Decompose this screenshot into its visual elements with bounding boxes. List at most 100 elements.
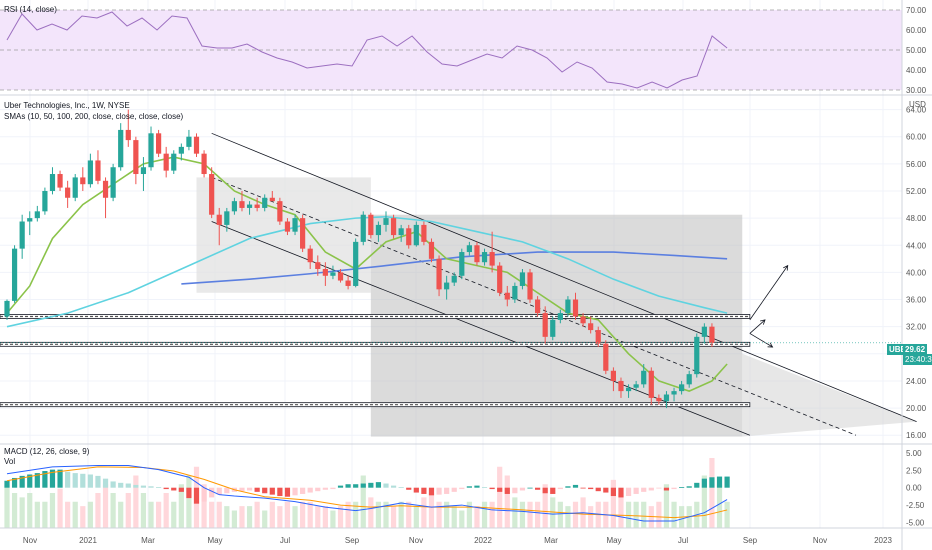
macd-histogram-bar <box>625 487 632 497</box>
volume-bar <box>34 501 40 528</box>
price-tick-label: 60.00 <box>906 133 927 142</box>
candle-body <box>231 201 237 212</box>
volume-bar <box>57 488 63 528</box>
x-tick-label: Sep <box>743 536 758 545</box>
volume-bar <box>375 501 382 528</box>
price-pane <box>0 109 917 437</box>
macd-histogram-bar <box>246 487 253 491</box>
rsi-title: RSI (14, close) <box>4 5 57 14</box>
volume-bar <box>716 484 723 528</box>
x-tick-label: Nov <box>23 536 37 545</box>
candle-body <box>474 245 480 263</box>
volume-bar <box>390 506 397 528</box>
candle-body <box>239 201 245 208</box>
level-band <box>0 314 751 319</box>
volume-bar <box>171 501 177 528</box>
macd-histogram-bar <box>239 487 245 492</box>
macd-histogram-bar <box>292 487 298 496</box>
macd-histogram-bar <box>330 487 336 490</box>
volume-bar <box>95 493 101 528</box>
x-tick-label: Mar <box>544 536 558 545</box>
macd-histogram-bar <box>118 482 124 488</box>
macd-histogram-bar <box>345 484 351 488</box>
candle-body <box>95 160 101 181</box>
volume-bar <box>322 506 328 528</box>
ticker-badge: UBER <box>887 344 914 355</box>
macd-histogram-bar <box>413 487 419 493</box>
macd-histogram-bar <box>565 486 571 488</box>
volume-bar <box>557 501 563 528</box>
macd-histogram-bar <box>610 487 616 497</box>
macd-histogram-bar <box>474 485 480 488</box>
volume-bar <box>163 493 169 528</box>
macd-histogram-bar <box>701 478 707 488</box>
macd-histogram-bar <box>481 487 488 488</box>
candle-body <box>11 248 18 301</box>
macd-histogram-bar <box>368 482 374 488</box>
candle-body <box>193 136 200 154</box>
x-tick-label: Mar <box>141 536 155 545</box>
volume-bar <box>315 506 321 528</box>
candle-body <box>34 211 40 219</box>
candle-body <box>535 299 541 314</box>
projection-arrow <box>749 333 773 348</box>
macd-histogram-bar <box>315 487 321 492</box>
volume-bar <box>466 501 472 528</box>
x-tick-label: May <box>207 536 222 545</box>
x-tick-label: 2023 <box>874 536 892 545</box>
volume-bar <box>406 501 412 528</box>
candle-body <box>337 272 344 281</box>
candle-body <box>580 316 586 324</box>
candle-body <box>360 214 366 242</box>
macd-histogram-bar <box>716 476 723 488</box>
candle-body <box>330 272 336 276</box>
candle-body <box>118 129 124 168</box>
price-tick-label: 64.00 <box>906 106 927 115</box>
candle-body <box>353 241 359 286</box>
x-tick-label: Nov <box>409 536 423 545</box>
macd-histogram-bar <box>686 486 692 488</box>
macd-histogram-bar <box>337 485 344 488</box>
volume-bar <box>254 501 260 528</box>
macd-histogram-bar <box>193 487 200 504</box>
volume-bar <box>4 484 10 528</box>
macd-histogram-bar <box>140 485 147 488</box>
candle-body <box>701 326 707 337</box>
candle-body <box>148 133 154 168</box>
rsi-pane <box>0 9 902 91</box>
candle-body <box>368 214 374 236</box>
volume-bar <box>588 506 594 528</box>
volume-bar <box>550 497 556 528</box>
candle-body <box>269 197 275 202</box>
candle-body <box>504 292 510 300</box>
macd-histogram-bar <box>709 477 715 488</box>
macd-histogram-bar <box>383 483 389 488</box>
candle-body <box>19 221 25 249</box>
volume-bar <box>118 501 124 528</box>
macd-histogram-bar <box>110 481 116 488</box>
candle-body <box>641 370 647 385</box>
macd-histogram-bar <box>519 487 526 491</box>
macd-histogram-bar <box>641 487 647 492</box>
macd-histogram-bar <box>224 487 230 494</box>
candle-body <box>633 384 639 388</box>
candle-body <box>550 319 556 337</box>
volume-bar <box>428 493 435 528</box>
x-tick-label: 2021 <box>79 536 97 545</box>
candle-body <box>87 160 93 185</box>
candle-body <box>709 326 715 343</box>
volume-bar <box>656 501 662 528</box>
candle-body <box>216 214 222 225</box>
volume-bar <box>497 466 503 528</box>
macd-pane <box>4 458 730 528</box>
macd-histogram-bar <box>72 473 78 488</box>
candle-body <box>428 241 435 259</box>
level-band <box>0 402 751 408</box>
macd-histogram-bar <box>595 487 601 492</box>
volume-bar <box>209 501 215 528</box>
macd-histogram-bar <box>588 487 594 490</box>
macd-histogram-bar <box>201 487 207 502</box>
candle-body <box>65 187 71 198</box>
candle-body <box>125 129 131 141</box>
volume-bar <box>360 475 366 528</box>
